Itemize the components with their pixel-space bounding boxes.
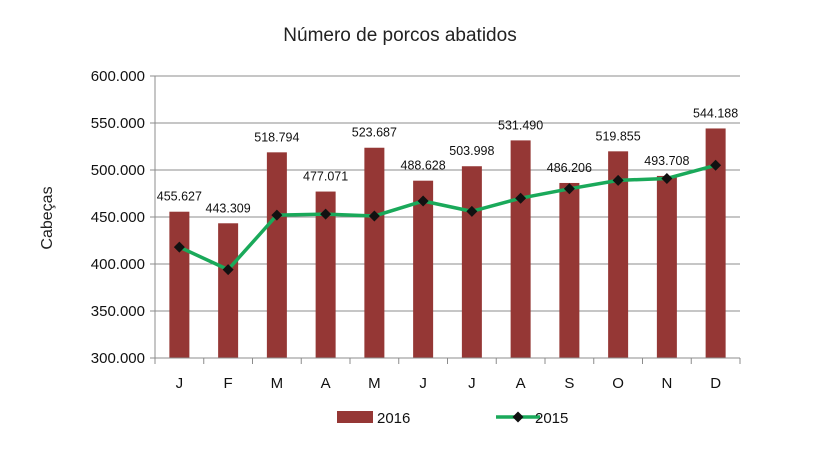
line-2015-point: [271, 209, 283, 221]
bar-2016: [656, 175, 677, 358]
line-2015-point: [710, 159, 722, 171]
y-tick-label: 350.000: [91, 303, 145, 320]
bar-2016: [510, 140, 531, 358]
line-2015-point: [417, 195, 429, 207]
gridlines: [155, 75, 740, 312]
bar-data-label: 486.206: [547, 161, 592, 175]
line-2015-point: [661, 172, 673, 184]
bar-data-label: 523.687: [352, 126, 397, 140]
x-tick-label: D: [710, 375, 721, 392]
legend-marker-2015: [512, 411, 524, 423]
legend-label-2016: 2016: [377, 410, 410, 427]
bar-data-labels: 455.627 443.309 518.794 477.071 523.687 488.6…: [157, 106, 738, 215]
bar-2016: [608, 151, 629, 358]
bar-data-label: 455.627: [157, 190, 202, 204]
y-axis-ticks: 300.000 350.000 400.000 450.000 500.000 550.0…: [91, 68, 155, 367]
bar-2016: [461, 166, 482, 358]
y-tick-label: 600.000: [91, 68, 145, 85]
y-axis-label: Cabeças: [39, 186, 56, 249]
line-2015-point: [466, 205, 478, 217]
line-2015-point: [515, 192, 527, 204]
x-tick-label: O: [612, 375, 624, 392]
line-2015-path: [178, 163, 717, 272]
x-tick-label: M: [368, 375, 381, 392]
bar-data-label: 493.708: [644, 154, 689, 168]
legend-label-2015: 2015: [535, 410, 568, 427]
bar-data-label: 544.188: [693, 106, 738, 120]
bar-data-label: 503.998: [449, 144, 494, 158]
bar-data-label: 518.794: [254, 130, 299, 144]
bar-2016: [315, 191, 336, 358]
bar-data-label: 519.855: [596, 129, 641, 143]
line-2015-point: [173, 241, 185, 253]
line-2015-point: [222, 264, 234, 276]
chart-title: Número de porcos abatidos: [283, 25, 516, 46]
x-tick-label: J: [468, 375, 476, 392]
x-tick-label: F: [224, 375, 233, 392]
x-tick-label: M: [271, 375, 284, 392]
bar-2016: [266, 152, 287, 358]
bar-2016: [559, 182, 580, 358]
y-tick-label: 300.000: [91, 350, 145, 367]
x-tick-label: J: [176, 375, 184, 392]
x-tick-label: A: [516, 375, 526, 392]
line-2015-point: [612, 174, 624, 186]
x-tick-label: N: [661, 375, 672, 392]
line-2015-point: [320, 208, 332, 220]
bar-data-label: 531.490: [498, 118, 543, 132]
bar-data-label: 488.628: [401, 159, 446, 173]
bar-data-label: 443.309: [206, 201, 251, 215]
bar-2016: [413, 180, 434, 358]
bar-2016: [169, 211, 190, 358]
x-tick-label: S: [564, 375, 574, 392]
y-tick-label: 400.000: [91, 256, 145, 273]
bar-data-label: 477.071: [303, 170, 348, 184]
y-tick-label: 450.000: [91, 209, 145, 226]
y-tick-label: 550.000: [91, 115, 145, 132]
x-tick-label: A: [321, 375, 331, 392]
line-2015-point: [368, 210, 380, 222]
bar-2016: [364, 147, 385, 358]
x-tick-label: J: [419, 375, 427, 392]
line-2015: [173, 159, 722, 276]
legend: 2016 2015: [337, 410, 568, 427]
bar-2016: [218, 223, 239, 358]
axes: [154, 76, 740, 359]
legend-swatch-2016: [337, 411, 373, 423]
bar-2016: [705, 128, 726, 358]
line-2015-point: [563, 183, 575, 195]
y-tick-label: 500.000: [91, 162, 145, 179]
